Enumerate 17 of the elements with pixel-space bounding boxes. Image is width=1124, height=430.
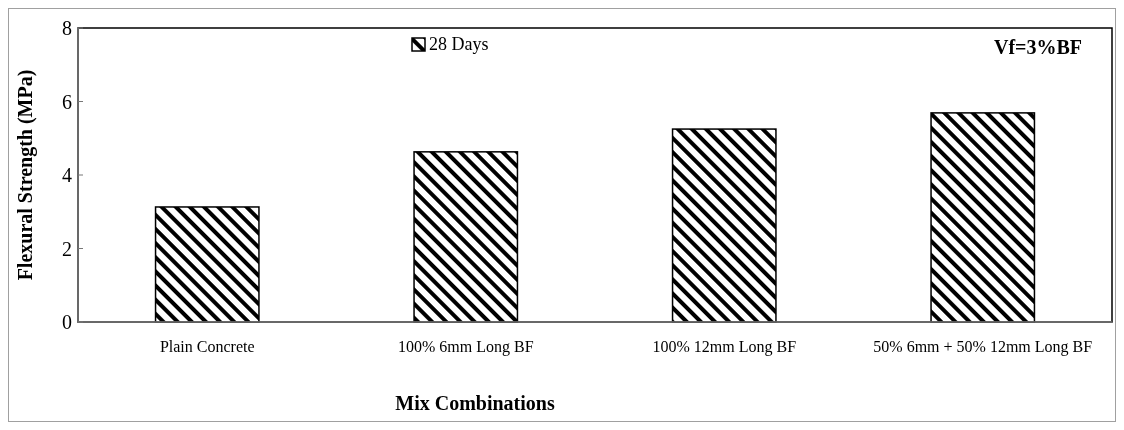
x-tick-label: 100% 6mm Long BF (397, 338, 534, 356)
x-tick-label: 100% 12mm Long BF (652, 338, 797, 356)
y-tick-label: 8 (62, 17, 72, 39)
x-tick-label: 50% 6mm + 50% 12mm Long BF (873, 338, 1093, 356)
y-tick-label: 4 (62, 164, 72, 186)
bar (413, 151, 519, 323)
legend-label: 28 Days (429, 34, 489, 54)
annotation: Vf=3%BF (993, 36, 1082, 58)
y-tick-label: 2 (62, 237, 72, 260)
y-axis-title: Flexural Strength (MPa) (14, 69, 37, 281)
bar (930, 112, 1036, 323)
x-tick-label: Plain Concrete (159, 338, 255, 355)
y-tick-label: 6 (62, 90, 72, 113)
bar (154, 206, 260, 323)
bar (671, 128, 777, 323)
x-axis-title: Mix Combinations (395, 392, 555, 414)
y-tick-label: 0 (62, 311, 72, 333)
